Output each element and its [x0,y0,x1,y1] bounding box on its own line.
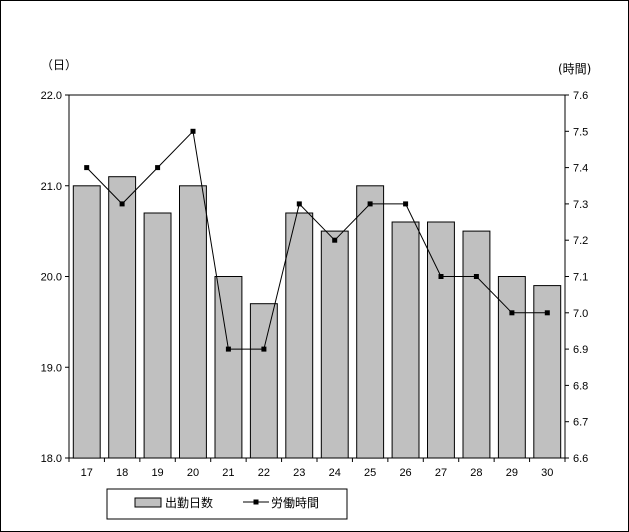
left-axis-tick-label: 18.0 [41,453,62,465]
right-axis-tick-label: 7.0 [573,308,588,320]
bar-25 [356,185,385,459]
left-axis-tick-label: 21.0 [41,181,62,193]
left-axis-unit-label: （日） [41,58,77,72]
x-axis-tick-label: 27 [435,467,447,479]
right-axis-tick-label: 7.6 [573,90,588,102]
x-axis-tick-label: 30 [541,467,553,479]
line-point-23 [296,201,302,207]
x-axis-tick-label: 21 [222,467,234,479]
bar-22 [249,303,278,459]
bar-29 [497,276,526,459]
x-axis-tick-label: 24 [329,467,341,479]
x-axis-tick-label: 20 [187,467,199,479]
left-axis-tick-label: 20.0 [41,272,62,284]
line-series [86,130,548,350]
legend-line-marker [253,499,259,505]
bar-20 [179,185,207,459]
bar-23 [285,212,314,459]
right-axis-tick-label: 7.2 [573,235,588,247]
bar-26 [391,221,420,459]
right-axis-tick-label: 6.9 [573,344,588,356]
right-axis-tick-label: 6.7 [573,417,588,429]
legend-bar-swatch [134,497,162,508]
plot-area [68,94,566,459]
left-axis-tick-label: 19.0 [41,362,62,374]
line-point-24 [332,237,338,243]
legend-line-label: 労働時間 [271,496,319,510]
line-point-22 [261,346,267,352]
x-axis-tick-label: 26 [399,467,411,479]
bar-18 [108,176,137,459]
right-axis-tick-label: 6.6 [573,453,588,465]
x-axis-tick-label: 23 [293,467,305,479]
x-axis-tick-label: 28 [470,467,482,479]
bar-21 [214,276,243,459]
line-point-26 [403,201,409,207]
x-axis-tick-label: 17 [81,467,93,479]
line-point-30 [544,310,550,316]
line-point-29 [509,310,515,316]
line-point-20 [190,128,196,134]
legend: 出勤日数 労働時間 [106,488,348,520]
right-axis-tick-label: 7.1 [573,272,588,284]
right-axis-unit-label: (時間) [558,62,591,76]
line-point-19 [155,165,161,171]
line-point-21 [225,346,231,352]
x-axis-tick-label: 19 [151,467,163,479]
line-point-17 [84,165,90,171]
x-axis-tick-label: 18 [116,467,128,479]
x-axis-tick-label: 22 [258,467,270,479]
axis-layer: 18.0 19.0 20.0 21.0 22.0 6.6 6.7 6.8 6.9 7.0 7.1 7.… [41,90,589,479]
line-point-27 [438,274,444,279]
line-point-18 [119,201,125,207]
bar-28 [462,230,491,459]
bar-19 [143,212,172,459]
right-axis-tick-label: 6.8 [573,380,588,392]
right-axis-tick-label: 7.4 [573,163,588,175]
bars-layer [72,176,562,459]
line-point-25 [367,201,373,207]
bar-27 [427,221,455,459]
x-axis-tick-label: 25 [364,467,376,479]
legend-bar-label: 出勤日数 [165,495,213,510]
right-axis-tick-label: 7.5 [573,126,588,138]
line-point-28 [473,274,479,279]
left-axis-tick-label: 22.0 [41,90,62,102]
line-layer [84,128,550,352]
bar-17 [72,185,101,459]
x-axis-tick-label: 29 [506,467,518,479]
bar-24 [320,230,349,459]
right-axis-tick-label: 7.3 [573,199,588,211]
